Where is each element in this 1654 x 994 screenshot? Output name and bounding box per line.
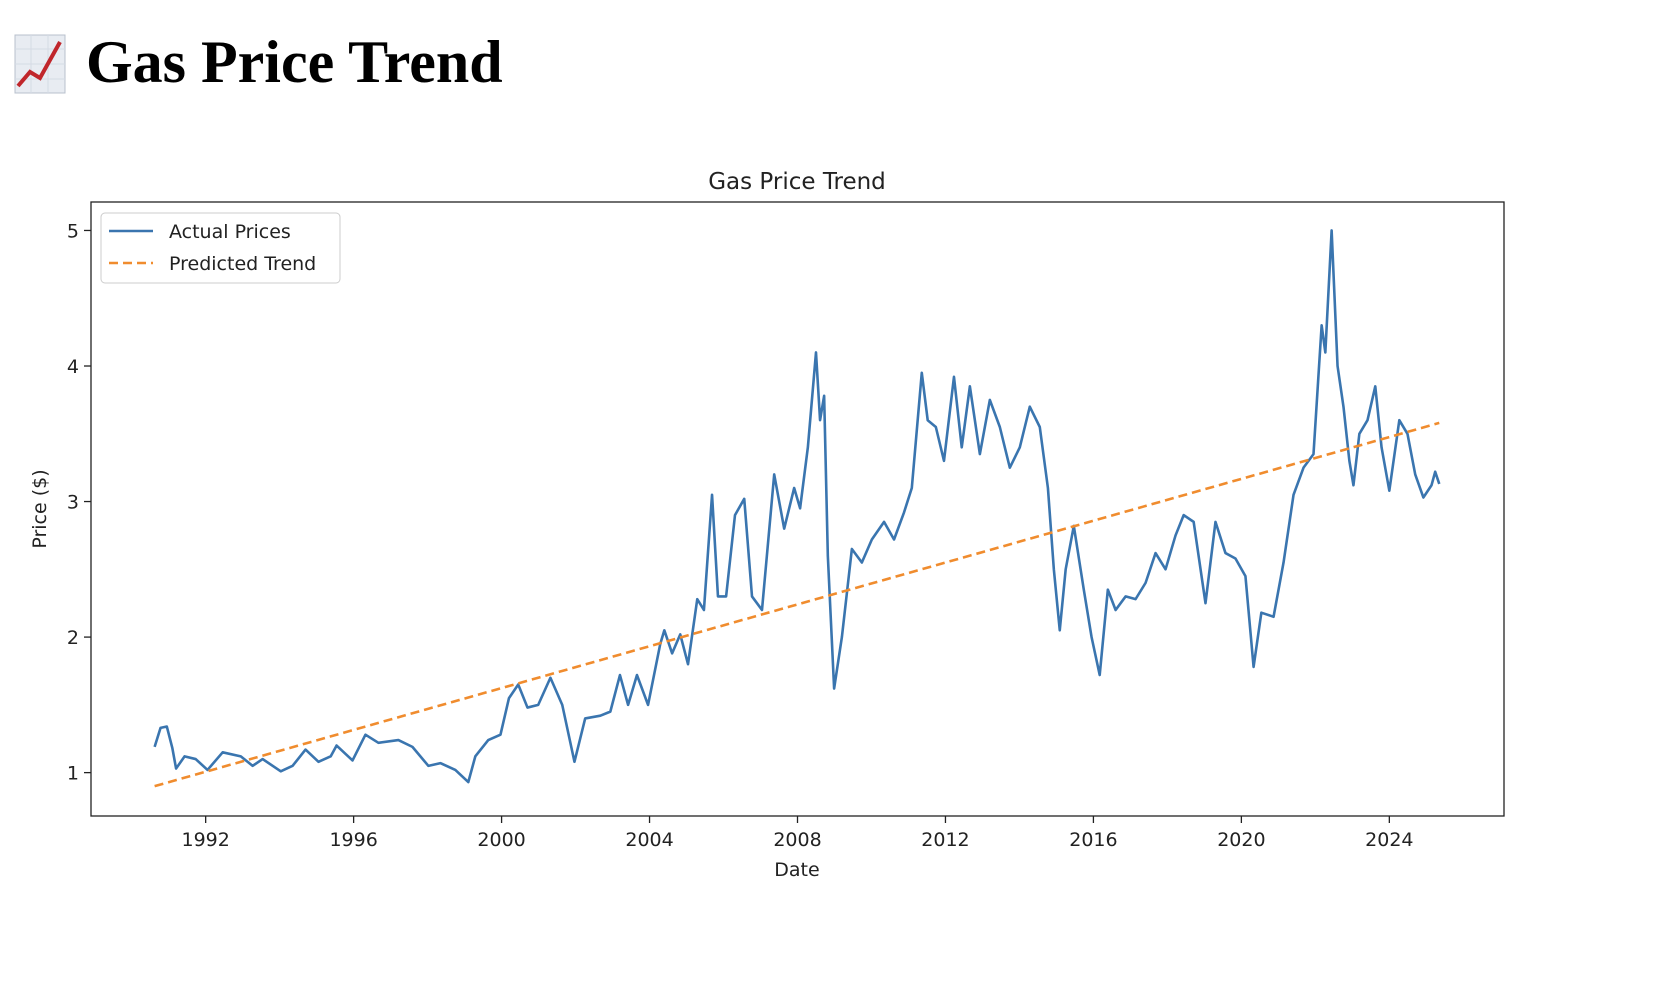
x-tick-label: 2000 — [477, 829, 525, 851]
series-line — [154, 421, 1440, 788]
x-axis-label: Date — [774, 859, 819, 881]
x-tick-label: 2016 — [1069, 829, 1117, 851]
x-tick-label: 2024 — [1365, 829, 1413, 851]
y-tick-label: 5 — [67, 220, 79, 242]
y-tick-label: 1 — [67, 763, 79, 785]
y-tick-label: 2 — [67, 627, 79, 649]
plot-frame — [90, 201, 1505, 817]
x-tick-label: 1996 — [329, 829, 377, 851]
y-axis-label: Price ($) — [29, 469, 51, 548]
chart-icon — [14, 34, 66, 94]
legend-label: Predicted Trend — [169, 253, 316, 275]
series-line — [153, 229, 1441, 784]
y-tick-label: 4 — [67, 356, 79, 378]
y-tick-label: 3 — [67, 492, 79, 514]
x-tick-label: 2020 — [1217, 829, 1265, 851]
x-tick-label: 2004 — [625, 829, 673, 851]
x-tick-label: 2008 — [773, 829, 821, 851]
x-tick-label: 1992 — [181, 829, 229, 851]
page-heading: Gas Price Trend — [86, 29, 503, 95]
legend-box — [100, 212, 341, 284]
chart-title: Gas Price Trend — [708, 169, 886, 195]
legend-label: Actual Prices — [169, 221, 291, 243]
x-tick-label: 2012 — [921, 829, 969, 851]
